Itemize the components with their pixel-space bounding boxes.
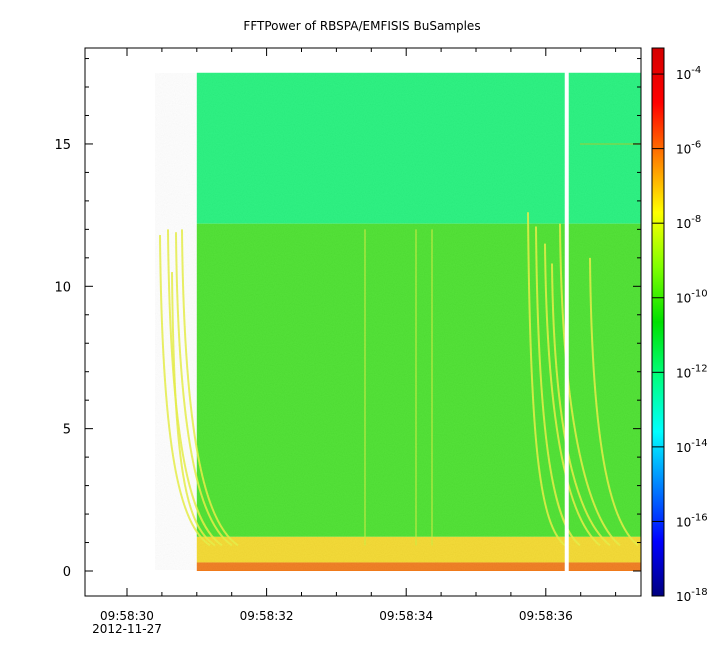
x-tick-label: 09:58:34 — [379, 609, 433, 623]
colorbar-tick-label: 10-6 — [676, 140, 701, 157]
colorbar-tick-label: 10-10 — [676, 289, 708, 306]
y-tick-label: 5 — [63, 423, 71, 438]
colorbar-tick-label: 10-14 — [676, 438, 708, 455]
y-tick-label: 10 — [54, 280, 71, 295]
x-tick-label: 09:58:32 — [240, 609, 294, 623]
y-tick-label: 15 — [54, 138, 71, 153]
x-tick-label: 09:58:36 — [519, 609, 573, 623]
colorbar-tick-label: 10-16 — [676, 512, 708, 529]
texture-overlay — [155, 73, 641, 570]
colorbar: 10-4 10-6 10-8 10-10 10-12 10-14 10-16 10-18 — [651, 47, 708, 604]
colorbar-tick-label: 10-4 — [676, 65, 701, 82]
colorbar-strip — [651, 47, 665, 597]
plot-frame — [84, 47, 642, 597]
y-axis: 0 5 10 15 — [54, 58, 641, 580]
colorbar-tick-label: 10-12 — [676, 363, 708, 380]
x-tick-date: 2012-11-27 — [92, 622, 162, 636]
y-tick-label: 0 — [63, 565, 71, 580]
colorbar-tick-label: 10-18 — [676, 587, 708, 604]
colorbar-tick-label: 10-8 — [676, 214, 701, 231]
chart-title: FFTPower of RBSPA/EMFISIS BuSamples — [243, 19, 480, 33]
plot-area — [84, 47, 642, 597]
x-tick-label: 09:58:30 — [100, 609, 154, 623]
data-gap — [564, 72, 569, 572]
